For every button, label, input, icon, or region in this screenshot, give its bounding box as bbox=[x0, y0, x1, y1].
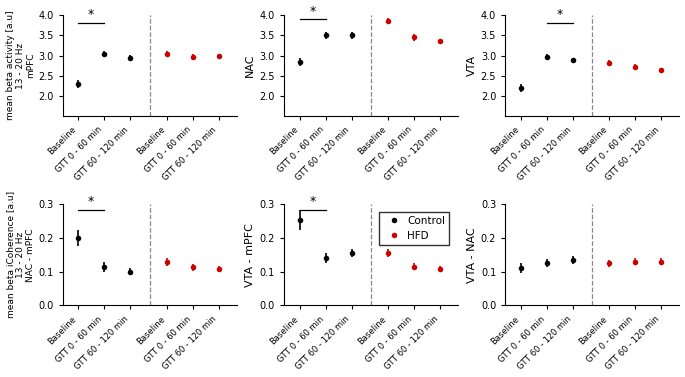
Y-axis label: VTA - NAC: VTA - NAC bbox=[466, 227, 477, 283]
Y-axis label: NAC: NAC bbox=[245, 54, 256, 77]
Text: *: * bbox=[88, 195, 95, 208]
Text: *: * bbox=[88, 8, 95, 21]
Text: *: * bbox=[310, 195, 316, 208]
Text: *: * bbox=[557, 8, 563, 21]
Y-axis label: VTA - mPFC: VTA - mPFC bbox=[245, 223, 256, 287]
Y-axis label: VTA: VTA bbox=[466, 55, 477, 76]
Y-axis label: mean beta activity [a.u]
13 - 20 Hz
mPFC: mean beta activity [a.u] 13 - 20 Hz mPFC bbox=[5, 11, 36, 120]
Legend: Control, HFD: Control, HFD bbox=[379, 212, 449, 245]
Text: *: * bbox=[310, 5, 316, 18]
Y-axis label: mean beta iCoherence [a.u]
13 - 20 Hz
NAC - mPFC: mean beta iCoherence [a.u] 13 - 20 Hz NA… bbox=[5, 191, 36, 319]
